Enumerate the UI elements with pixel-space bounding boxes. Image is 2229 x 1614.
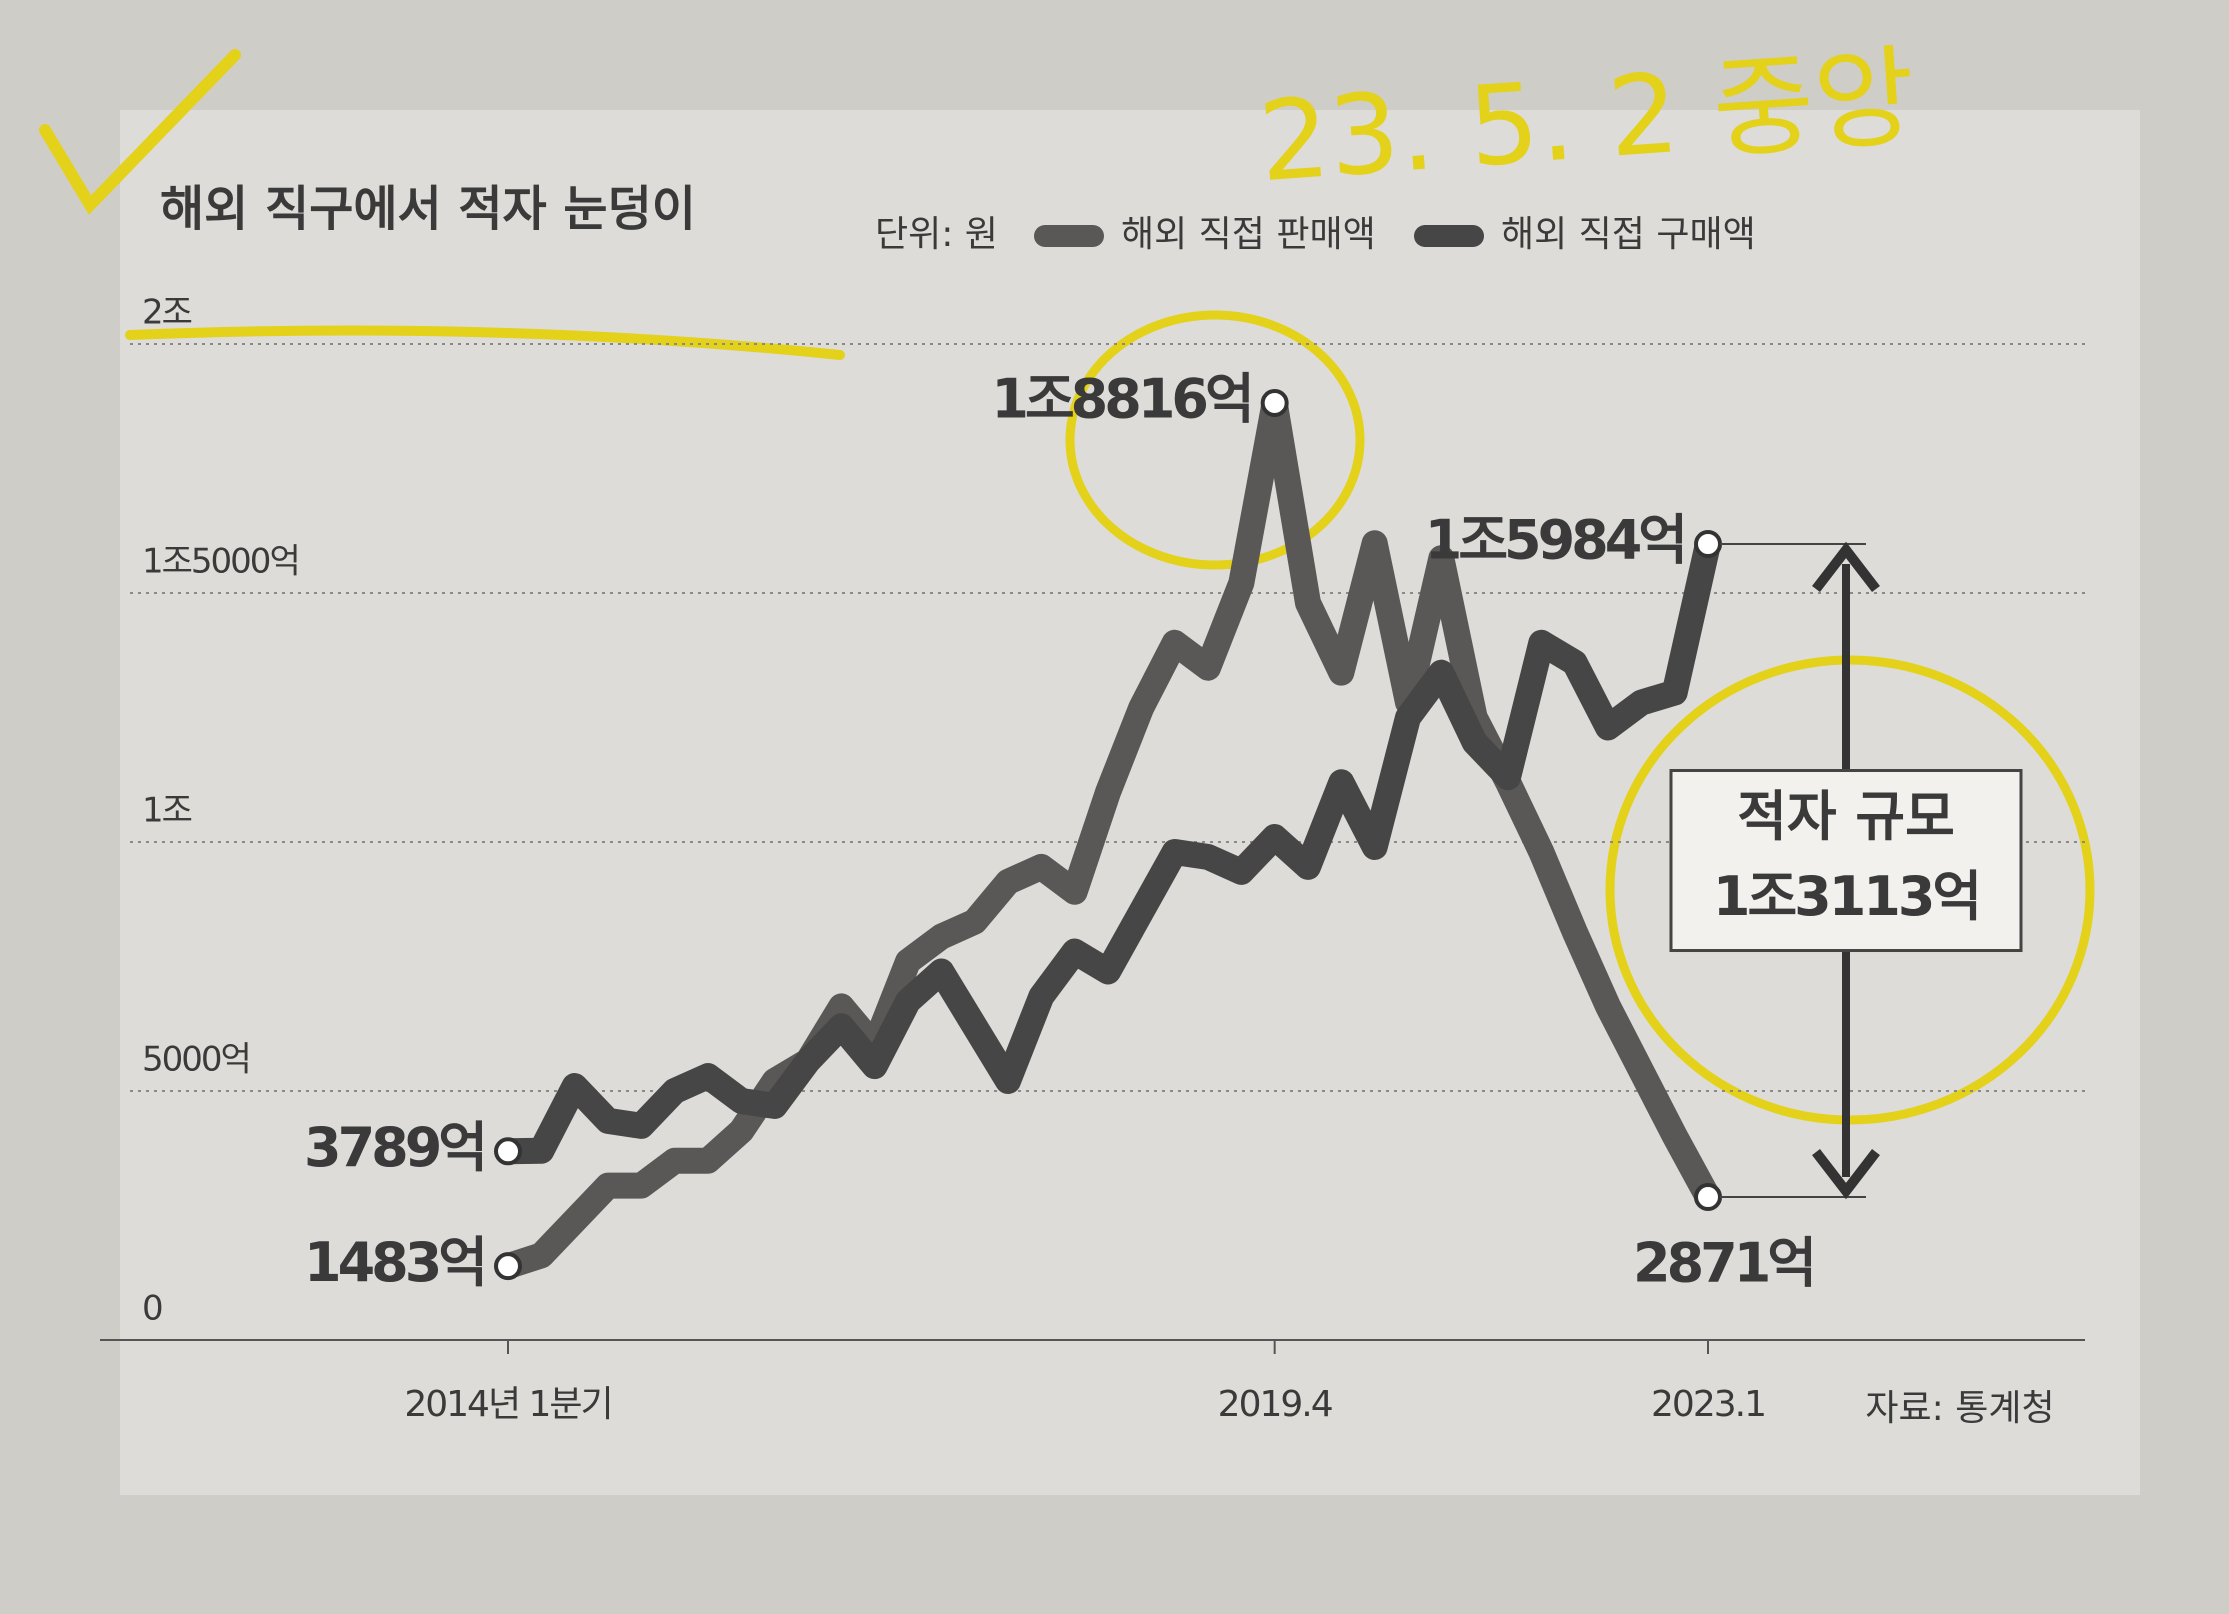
end-marker (1694, 529, 1722, 558)
value-label: 1483억 (304, 1231, 484, 1294)
source-label: 자료: 통계청 (1865, 1388, 2054, 1429)
end-marker (494, 1252, 522, 1281)
legend-label: 해외 직접 구매액 (1501, 214, 1756, 255)
chart-title: 해외 직구에서 적자 눈덩이 (160, 181, 696, 237)
y-tick-label: 2조 (142, 293, 192, 333)
series-line (495, 530, 1721, 1165)
x-tick-label: 2023.1 (1651, 1384, 1765, 1425)
x-tick-label: 2019.4 (1218, 1384, 1332, 1425)
annotation-box (1669, 769, 2023, 953)
end-marker (1694, 1183, 1722, 1212)
end-marker (1260, 388, 1289, 417)
value-label: 3789억 (304, 1116, 484, 1179)
value-label: 1조5984억 (1425, 509, 1684, 572)
y-tick-label: 0 (142, 1289, 162, 1329)
x-tick-label: 2014년 1분기 (404, 1384, 611, 1425)
value-label: 2871억 (1633, 1232, 1813, 1295)
annotation-text: 적자 규모 (1737, 785, 1955, 848)
y-tick-label: 1조 (142, 791, 192, 831)
highlight-underline (125, 325, 845, 360)
y-tick-label: 1조5000억 (142, 542, 299, 582)
end-marker (494, 1137, 522, 1166)
y-tick-label: 5000억 (142, 1040, 250, 1080)
check-mark (39, 49, 241, 215)
legend-label: 해외 직접 판매액 (1121, 214, 1376, 255)
highlight-circle (1065, 310, 1365, 570)
unit-label: 단위: 원 (875, 214, 998, 255)
value-label: 1조8816억 (991, 368, 1250, 431)
arrow-head (1812, 541, 1880, 593)
annotation-value: 1조3113억 (1713, 865, 1979, 928)
arrow-head (1812, 1148, 1880, 1200)
